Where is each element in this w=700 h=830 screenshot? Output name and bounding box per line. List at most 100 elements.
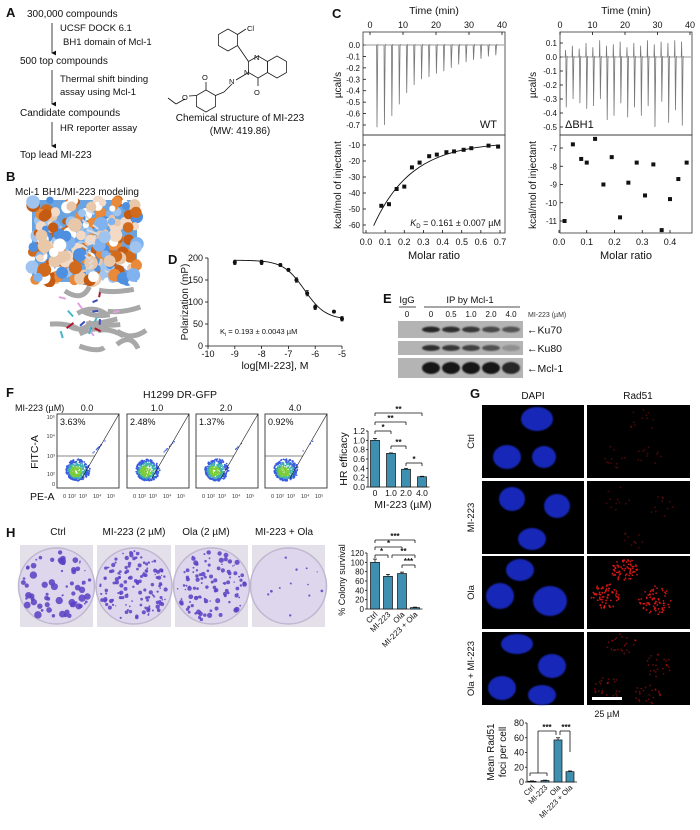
colony [124,555,129,561]
gfp-percent: 2.48% [130,417,156,427]
colony [289,614,292,617]
rad51-focus [663,514,666,517]
rad51-focus [601,677,604,679]
colony-plate-image [249,545,328,627]
ligand-stick [88,264,94,270]
colony [37,603,43,609]
bond [237,45,249,62]
flow-event [137,475,140,478]
power-tick-label: -0.6 [346,110,360,119]
rad51-focus [590,596,593,599]
flow-event [78,467,81,469]
ki-symbol: K [220,327,225,336]
rad51-focus [612,694,615,697]
flow-event [285,458,288,461]
rad51-focus [598,680,601,683]
protein-band [482,345,500,351]
colony [145,570,148,573]
colony [71,569,77,575]
rad51-focus [664,592,667,595]
rad51-focus [625,637,628,639]
nucleus [521,407,553,431]
rad51-focus [661,500,664,503]
rad51-focus [655,675,657,678]
power-tick-label: -0.2 [543,81,557,90]
colony [112,581,116,585]
colony [179,601,184,606]
rad51-focus [612,678,615,681]
flow-event [226,470,228,473]
flow-event [284,471,287,474]
colony [111,603,115,606]
heat-axis-title: kcal/mol of injectant [528,141,539,229]
protein-band [442,326,460,333]
colony [126,593,129,596]
colony [79,562,81,564]
rad51-focus [620,566,622,568]
y-axis-title: Mean Rad51 [486,723,497,781]
flow-event [141,467,143,470]
colony [163,575,166,578]
plate-label: MI-223 (2 µM) [103,527,166,538]
diagonal-gate [151,413,190,479]
rad51-focus [636,687,639,689]
power-tick-label: -0.1 [346,52,360,61]
flow-event [276,467,278,470]
colony [176,587,179,590]
panel-h-colony-plates: Ctrl MI-223 (2 µM) Ola (2 µM) MI-223 + Ola [17,527,328,627]
molar-ratio-tick-label: 0.2 [608,237,621,247]
surface-atom [111,196,122,207]
gfp-positive-event [235,447,238,450]
flow-event [212,464,215,466]
rad51-focus [652,663,654,666]
rad51-focus [618,501,621,504]
rad51-focus [641,417,644,420]
flow-event [210,463,212,466]
rad51-focus [601,601,604,603]
rad51-focus [615,599,618,602]
surface-atom [68,261,82,275]
power-tick-label: -0.5 [543,123,557,132]
x-tick-label: 10⁴ [93,493,102,500]
surface-atom [117,271,130,285]
flow-event [283,478,286,481]
colony [206,569,210,573]
colony [29,571,38,579]
rad51-focus [631,574,634,577]
significance-label: * [381,423,385,432]
colony [128,605,131,608]
workflow-method: HR reporter assay [60,123,137,134]
ring [218,28,238,52]
flow-event [281,463,284,466]
flow-event [280,459,282,462]
molar-ratio-tick-label: 0.2 [398,237,411,247]
colony [119,583,124,588]
rad51-focus [661,496,664,499]
colony [115,605,117,607]
flow-event [152,468,155,471]
rad51-focus [658,611,661,613]
flow-event [283,473,286,476]
rad51-focus [643,448,646,451]
rad51-focus [652,696,655,699]
surface-model-image [25,194,144,288]
colony [203,575,207,579]
colony [57,550,63,555]
rad51-focus [608,587,611,590]
surface-atom [33,272,43,283]
nucleus [518,528,546,550]
flow-event [211,465,214,468]
rad51-focus [616,561,618,563]
rad51-focus [605,502,608,505]
ki-subscript: i [225,332,226,338]
flow-event [149,468,151,471]
molar-ratio-tick-label: 0.3 [417,237,430,247]
row-label: MI-223 [466,503,477,533]
flow-event [205,467,208,470]
colony [210,580,214,584]
atom-label: N [244,68,249,77]
workflow-method: assay using Mcl-1 [60,87,136,98]
dose-label: 2.0 [485,310,497,319]
power-axis-title: µcal/s [333,72,344,98]
rad51-focus [638,534,640,536]
